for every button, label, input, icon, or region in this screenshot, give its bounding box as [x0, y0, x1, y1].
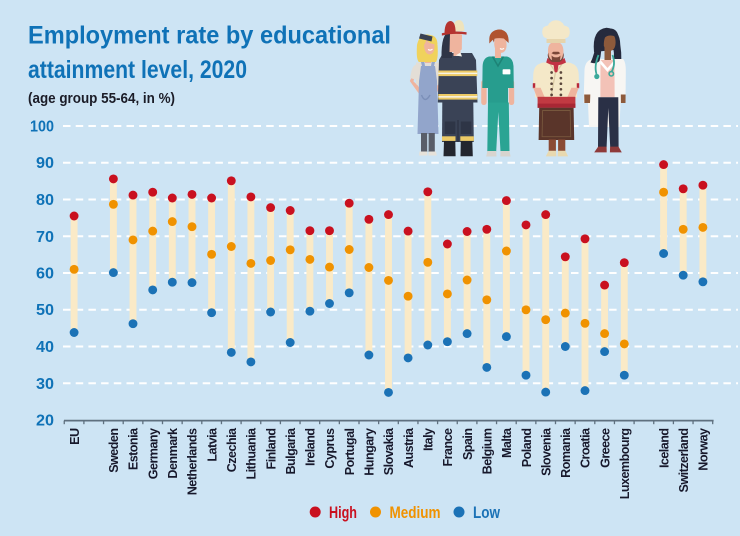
svg-text:80: 80: [36, 192, 54, 209]
svg-text:Poland: Poland: [520, 429, 534, 468]
svg-text:Netherlands: Netherlands: [186, 428, 200, 495]
svg-text:Denmark: Denmark: [166, 427, 180, 479]
svg-text:Estonia: Estonia: [127, 427, 141, 470]
svg-text:Lithuania: Lithuania: [245, 427, 259, 480]
svg-text:30: 30: [36, 376, 54, 393]
svg-text:Belgium: Belgium: [480, 428, 494, 474]
svg-text:Hungary: Hungary: [363, 428, 377, 476]
svg-text:Low: Low: [473, 504, 500, 522]
svg-text:90: 90: [36, 155, 54, 172]
svg-text:Malta: Malta: [500, 427, 514, 458]
svg-text:Luxembourg: Luxembourg: [618, 429, 632, 500]
svg-text:High: High: [329, 504, 357, 522]
svg-text:Austria: Austria: [402, 427, 416, 468]
svg-text:100: 100: [30, 119, 54, 136]
svg-text:Finland: Finland: [264, 429, 278, 470]
svg-text:Portugal: Portugal: [343, 428, 357, 475]
svg-text:Ireland: Ireland: [304, 429, 318, 466]
svg-text:Slovenia: Slovenia: [539, 427, 553, 476]
svg-text:60: 60: [36, 266, 54, 283]
svg-text:EU: EU: [68, 428, 82, 445]
svg-text:Slovakia: Slovakia: [382, 427, 396, 475]
svg-text:Switzerland: Switzerland: [677, 429, 691, 493]
svg-text:Italy: Italy: [422, 428, 436, 451]
svg-text:Romania: Romania: [559, 427, 573, 478]
svg-text:Latvia: Latvia: [205, 427, 219, 462]
svg-text:Croatia: Croatia: [579, 427, 593, 468]
svg-text:Employment rate by educational: Employment rate by educational: [28, 22, 391, 50]
svg-text:20: 20: [36, 413, 54, 430]
svg-text:Iceland: Iceland: [657, 429, 671, 469]
svg-text:Spain: Spain: [461, 429, 475, 461]
svg-text:Sweden: Sweden: [107, 429, 121, 473]
svg-text:Norway: Norway: [697, 428, 711, 471]
svg-text:attainment level, 2020: attainment level, 2020: [28, 56, 247, 84]
svg-text:Medium: Medium: [390, 504, 441, 522]
svg-text:Germany: Germany: [146, 428, 160, 479]
svg-text:Bulgaria: Bulgaria: [284, 427, 298, 475]
svg-text:50: 50: [36, 302, 54, 319]
svg-text:70: 70: [36, 229, 54, 246]
svg-text:Czechia: Czechia: [225, 427, 239, 472]
svg-text:40: 40: [36, 339, 54, 356]
svg-text:Cyprus: Cyprus: [323, 428, 337, 469]
svg-text:Greece: Greece: [598, 428, 612, 468]
svg-text:(age group 55-64, in %): (age group 55-64, in %): [28, 91, 175, 107]
svg-text:France: France: [441, 428, 455, 467]
